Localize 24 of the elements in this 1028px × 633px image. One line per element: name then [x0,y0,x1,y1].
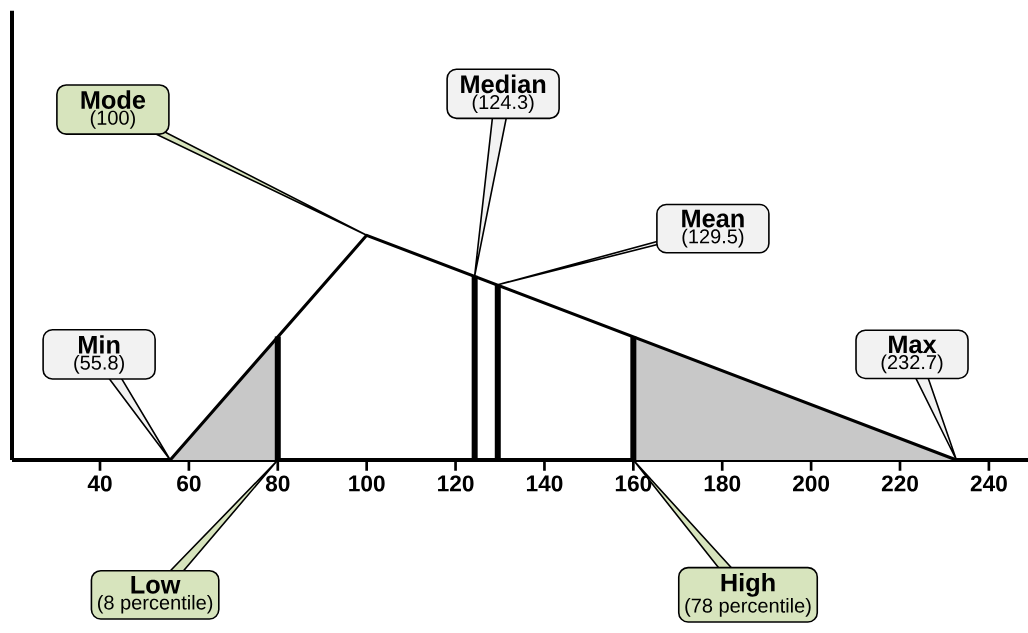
text: (78 percentile) [685,598,811,617]
x-tick-label: 40 [87,475,112,492]
text: High [721,572,775,597]
text: (100) [90,110,135,129]
annotation: Median [461,74,546,94]
x-tick-label: 120 [438,475,474,492]
annotation: Mean [682,209,744,228]
x-tick-label: 80 [265,475,290,492]
annotation: (55.8) [74,355,124,374]
x-tick-label: 60 [177,475,201,492]
x-tick-label: 140 [526,475,563,492]
x-tick-label: 240 [970,475,1007,492]
x-tick-label: 200 [793,475,830,492]
annotation: (129.5) [682,228,744,248]
annotation: Min [79,335,120,354]
text: (8 percentile) [97,594,213,614]
text: Low [131,576,181,594]
annotation: Mode [81,90,146,109]
x-tick-label: 220 [881,475,918,492]
annotation: (232.7) [881,354,943,374]
x-tick-label: 180 [704,475,741,492]
annotation: Max [889,335,937,354]
x-tick-label: 100 [349,475,385,492]
text: (124.3) [472,94,534,114]
